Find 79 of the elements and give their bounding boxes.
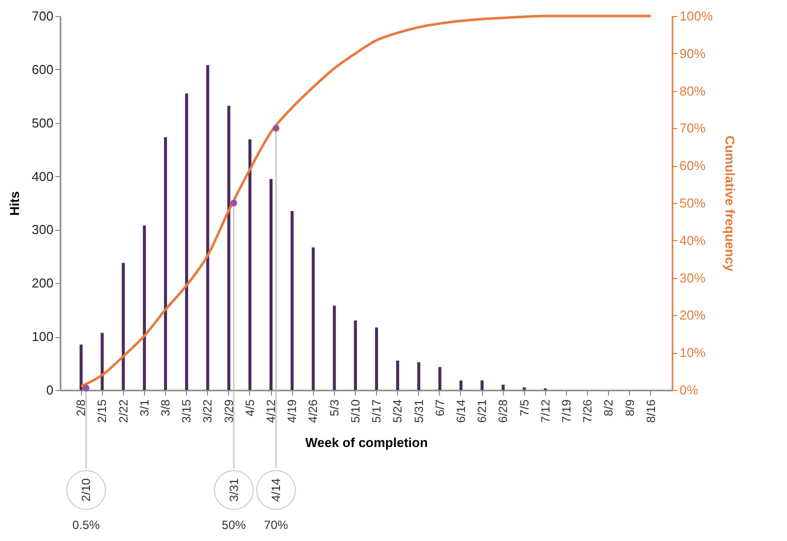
x-tick-label: 2/8	[74, 399, 88, 416]
x-tick-label: 5/24	[390, 399, 405, 423]
x-tick-label: 7/19	[559, 399, 574, 423]
x-tick-label: 5/3	[327, 399, 342, 416]
bar	[522, 387, 526, 390]
y2-axis-title: Cumulative frequency	[722, 136, 738, 272]
bar	[417, 362, 420, 390]
text: 0.5%	[72, 518, 100, 532]
x-tick-label: 7/12	[538, 399, 552, 423]
y-tick-label: 300	[32, 222, 54, 238]
y2-tick-label: 10%	[680, 345, 706, 360]
bar	[312, 247, 315, 390]
text: 50%	[222, 518, 246, 532]
x-tick-label: 2/22	[116, 399, 130, 423]
y2-tick-label: 100%	[680, 8, 714, 24]
x-tick-label: 4/12	[264, 399, 278, 423]
y-tick-label: 100	[32, 329, 54, 344]
text: 3/31	[226, 478, 241, 502]
bar	[122, 262, 125, 390]
y2-tick-label: 50%	[680, 196, 706, 210]
bar	[354, 320, 357, 390]
bar	[248, 139, 252, 390]
y2-tick-label: 60%	[680, 158, 706, 174]
bar	[459, 380, 462, 390]
x-tick-label: 7/26	[580, 399, 595, 423]
bar	[164, 137, 168, 390]
y2-tick-label: 20%	[680, 308, 706, 323]
y-tick-label: 200	[32, 276, 54, 291]
x-tick-label: 8/9	[622, 399, 637, 416]
x-tick-label: 8/16	[644, 399, 658, 423]
x-tick-label: 6/14	[454, 399, 468, 423]
line-series	[80, 14, 652, 388]
y-tick-label: 500	[32, 115, 54, 130]
y2-tick-label: 40%	[680, 232, 706, 248]
y-tick-label: 0	[46, 382, 54, 398]
bar	[332, 306, 336, 390]
bar	[270, 178, 273, 390]
x-tick-label: 7/5	[517, 399, 532, 416]
y2-tick-label: 0%	[680, 382, 699, 398]
bar	[502, 384, 505, 390]
x-axis-title: Week of completion	[305, 434, 428, 450]
y2-tick-label: 30%	[680, 270, 706, 286]
x-tick-label: 3/8	[158, 399, 173, 416]
x-tick-label: 8/2	[602, 399, 616, 416]
bar	[100, 332, 104, 390]
bar	[227, 106, 230, 390]
bar	[480, 380, 484, 390]
bar	[290, 211, 294, 390]
text: 4/14	[269, 478, 284, 502]
bar	[396, 360, 400, 390]
y2-tick-label: 80%	[680, 83, 706, 98]
x-tick-label: 4/19	[285, 399, 300, 423]
y-tick-label: 600	[32, 62, 54, 77]
y-axis-title: Hits	[6, 191, 22, 216]
y2-tick-label: 70%	[680, 120, 706, 136]
x-tick-label: 3/1	[137, 399, 152, 416]
y2-tick-label: 90%	[680, 46, 706, 61]
x-tick-label: 6/7	[432, 399, 447, 416]
x-tick-label: 4/5	[242, 399, 257, 416]
bar	[142, 225, 146, 390]
x-tick-label: 3/15	[180, 399, 194, 423]
text: 70%	[264, 518, 288, 532]
bar	[206, 65, 210, 390]
y-tick-label: 400	[32, 168, 54, 184]
x-tick-label: 6/21	[475, 399, 490, 423]
x-tick-label: 4/26	[306, 399, 320, 423]
y-tick-label: 700	[32, 8, 54, 24]
bar	[438, 367, 442, 390]
x-tick-label: 3/22	[200, 399, 215, 423]
x-tick-label: 6/28	[496, 399, 510, 423]
x-tick-label: 2/15	[95, 399, 110, 423]
bar	[80, 344, 83, 390]
text: 2/10	[79, 478, 94, 502]
x-tick-label: 3/29	[222, 399, 236, 423]
x-tick-label: 5/31	[412, 399, 426, 423]
x-tick-label: 5/17	[370, 399, 384, 423]
bar	[375, 327, 378, 390]
x-tick-label: 5/10	[348, 399, 362, 423]
bar	[185, 93, 188, 390]
